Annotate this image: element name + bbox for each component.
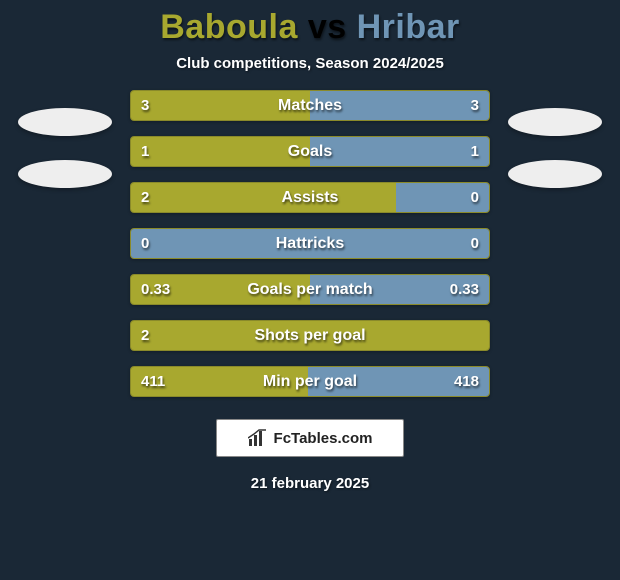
left-avatar-ellipse-2 [18, 160, 112, 188]
stat-right-value: 418 [444, 367, 489, 396]
stat-left-value: 2 [131, 321, 159, 350]
stat-right-segment [131, 229, 489, 258]
stat-right-value: 1 [461, 137, 489, 166]
left-side [0, 90, 130, 397]
right-avatar-ellipse-2 [508, 160, 602, 188]
page-title: Baboula vs Hribar [160, 8, 459, 47]
stat-row: 00Hattricks [130, 228, 490, 259]
stat-row: 11Goals [130, 136, 490, 167]
footer-date: 21 february 2025 [251, 475, 369, 492]
left-avatar-ellipse-1 [18, 108, 112, 136]
stat-left-value: 3 [131, 91, 159, 120]
stat-left-value: 0 [131, 229, 159, 258]
stat-left-value: 2 [131, 183, 159, 212]
right-side [490, 90, 620, 397]
stat-left-value: 1 [131, 137, 159, 166]
stat-right-value: 0 [461, 229, 489, 258]
comparison-panel: 33Matches11Goals20Assists00Hattricks0.33… [0, 90, 620, 397]
right-avatar-ellipse-1 [508, 108, 602, 136]
stat-row: 0.330.33Goals per match [130, 274, 490, 305]
stat-left-value: 411 [131, 367, 175, 396]
stat-bars: 33Matches11Goals20Assists00Hattricks0.33… [130, 90, 490, 397]
player2-name: Hribar [357, 8, 460, 46]
stat-left-value: 0.33 [131, 275, 180, 304]
stat-right-value: 3 [461, 91, 489, 120]
brand-box[interactable]: FcTables.com [216, 419, 404, 457]
stat-left-segment [131, 321, 489, 350]
stat-row: 2Shots per goal [130, 320, 490, 351]
brand-text: FcTables.com [274, 430, 373, 447]
stat-row: 20Assists [130, 182, 490, 213]
subtitle: Club competitions, Season 2024/2025 [176, 55, 444, 72]
stat-left-segment [131, 183, 396, 212]
stat-right-value: 0 [461, 183, 489, 212]
player1-name: Baboula [160, 8, 298, 46]
stat-row: 33Matches [130, 90, 490, 121]
stat-row: 411418Min per goal [130, 366, 490, 397]
brand-icon [248, 429, 268, 447]
stat-right-value: 0.33 [440, 275, 489, 304]
stat-right-value [469, 321, 489, 350]
vs-text: vs [298, 8, 357, 46]
